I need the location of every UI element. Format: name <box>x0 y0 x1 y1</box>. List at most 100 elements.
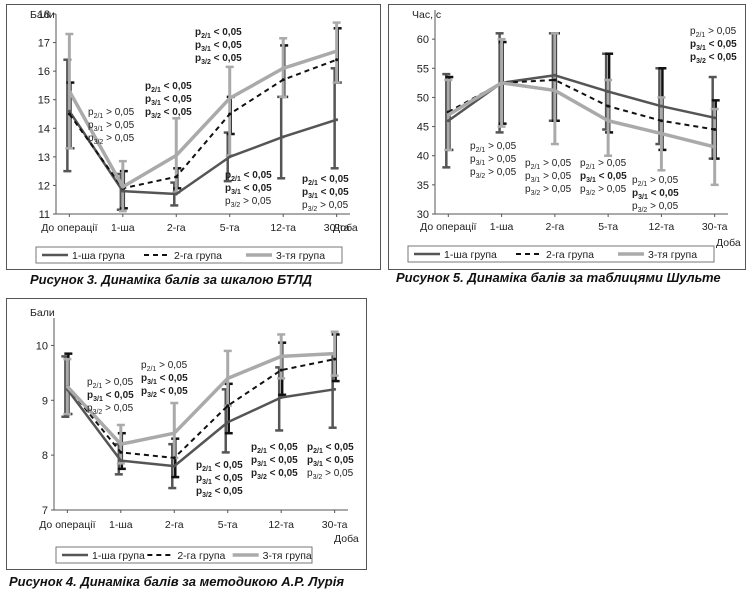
data-point <box>174 175 178 179</box>
p-value-annotation: p2/1 < 0,05 <box>196 460 243 473</box>
y-tick-label: 40 <box>417 151 429 163</box>
y-tick-label: 45 <box>417 122 429 134</box>
x-tick-label: 30-та <box>322 519 348 531</box>
data-point <box>119 459 123 463</box>
data-point <box>172 431 176 435</box>
data-point <box>226 376 230 380</box>
series-line-3 <box>447 81 716 149</box>
series-line-3 <box>67 49 338 189</box>
data-point <box>446 119 450 123</box>
legend-label-2: 2-га група <box>174 250 222 262</box>
data-point <box>333 352 337 356</box>
p-value-annotation: p2/1 > 0,05 <box>632 175 679 188</box>
data-point <box>174 153 178 157</box>
data-point <box>279 354 283 358</box>
p-value-annotation: p2/1 > 0,05 <box>525 158 572 171</box>
x-tick-label: 30-та <box>324 222 350 234</box>
data-point <box>659 104 663 108</box>
y-axis-label: Бали <box>30 307 55 319</box>
data-point <box>335 118 339 122</box>
x-tick-label: 12-та <box>270 222 296 234</box>
data-point <box>172 456 176 460</box>
x-tick-label: 5-та <box>598 221 618 233</box>
p-value-annotation: p3/2 > 0,05 <box>88 133 135 146</box>
data-point <box>228 112 232 116</box>
data-point <box>553 88 557 92</box>
data-point <box>713 145 717 149</box>
p-value-annotation: p2/1 < 0,05 <box>302 174 349 187</box>
x-tick-label: 12-та <box>268 519 294 531</box>
legend-label-2: 2-га група <box>546 249 594 261</box>
p-value-annotation: p3/1 < 0,05 <box>632 188 679 201</box>
y-tick-label: 35 <box>417 180 429 192</box>
data-point <box>713 116 717 120</box>
legend-label-3: 3-тя група <box>648 249 697 261</box>
legend-label-1: 1-ша група <box>72 250 125 262</box>
data-point <box>67 89 71 93</box>
x-tick-label: 1-ша <box>109 519 133 531</box>
x-axis-label: Доба <box>334 533 359 545</box>
data-point <box>228 96 232 100</box>
y-tick-label: 18 <box>38 9 50 21</box>
p-value-annotation: p2/1 > 0,05 <box>580 158 627 171</box>
legend-label-1: 1-ша група <box>92 550 145 562</box>
p-value-annotation: p3/1 > 0,05 <box>88 120 135 133</box>
data-point <box>333 357 337 361</box>
p-value-annotation: p2/1 < 0,05 <box>225 170 272 183</box>
p-value-annotation: p3/2 > 0,05 <box>525 184 572 197</box>
data-point <box>121 185 125 189</box>
chart-caption-fig4: Рисунок 4. Динаміка балів за методикою А… <box>9 574 344 589</box>
series-line-2 <box>447 78 715 131</box>
p-value-annotation: p3/2 > 0,05 <box>470 167 517 180</box>
data-point <box>67 112 71 116</box>
legend-label-3: 3-тя група <box>276 250 325 262</box>
y-tick-label: 14 <box>38 123 50 135</box>
x-axis-label: Доба <box>333 222 358 234</box>
x-tick-label: 5-та <box>218 519 238 531</box>
data-point <box>606 104 610 108</box>
legend-box <box>35 246 343 264</box>
p-value-annotation: p2/1 > 0,05 <box>470 141 517 154</box>
chart-caption-fig5: Рисунок 5. Динаміка балів за таблицями Ш… <box>396 270 721 285</box>
legend-label-1: 1-ша група <box>444 249 497 261</box>
p-value-annotation: p3/1 < 0,05 <box>225 183 272 196</box>
series-line-1 <box>68 110 338 196</box>
p-value-annotation: p3/1 < 0,05 <box>580 171 627 184</box>
p-value-annotation: p3/2 > 0,05 <box>225 196 272 209</box>
data-point <box>119 450 123 454</box>
x-tick-label: 2-га <box>165 519 184 531</box>
data-point <box>606 90 610 94</box>
y-tick-label: 55 <box>417 63 429 75</box>
y-tick-label: 50 <box>417 92 429 104</box>
data-point <box>713 127 717 131</box>
data-point <box>279 368 283 372</box>
p-value-annotation: p3/1 < 0,05 <box>145 94 192 107</box>
x-tick-label: До операції <box>41 222 97 234</box>
legend-label-2: 2-га група <box>177 550 225 562</box>
x-tick-label: 1-ша <box>111 222 135 234</box>
p-value-annotation: p3/2 < 0,05 <box>251 468 298 481</box>
y-tick-label: 13 <box>38 152 50 164</box>
series-line-2 <box>66 358 335 459</box>
data-point <box>659 119 663 123</box>
data-point <box>281 66 285 70</box>
p-value-annotation: p3/2 < 0,05 <box>690 52 737 65</box>
y-tick-label: 7 <box>42 505 48 517</box>
p-value-annotation: p3/2 < 0,05 <box>145 107 192 120</box>
data-point <box>500 81 504 85</box>
x-tick-label: 30-та <box>702 221 728 233</box>
p-value-annotation: p3/2 > 0,05 <box>632 201 679 214</box>
series-line-2 <box>68 58 337 190</box>
legend-label-3: 3-тя група <box>263 550 312 562</box>
data-point <box>333 387 337 391</box>
data-point <box>659 132 663 136</box>
data-point <box>121 189 125 193</box>
p-value-annotation: p3/1 < 0,05 <box>302 187 349 200</box>
p-value-annotation: p3/1 < 0,05 <box>307 455 354 468</box>
y-tick-label: 15 <box>38 95 50 107</box>
data-point <box>67 109 71 113</box>
p-value-annotation: p3/1 > 0,05 <box>525 171 572 184</box>
